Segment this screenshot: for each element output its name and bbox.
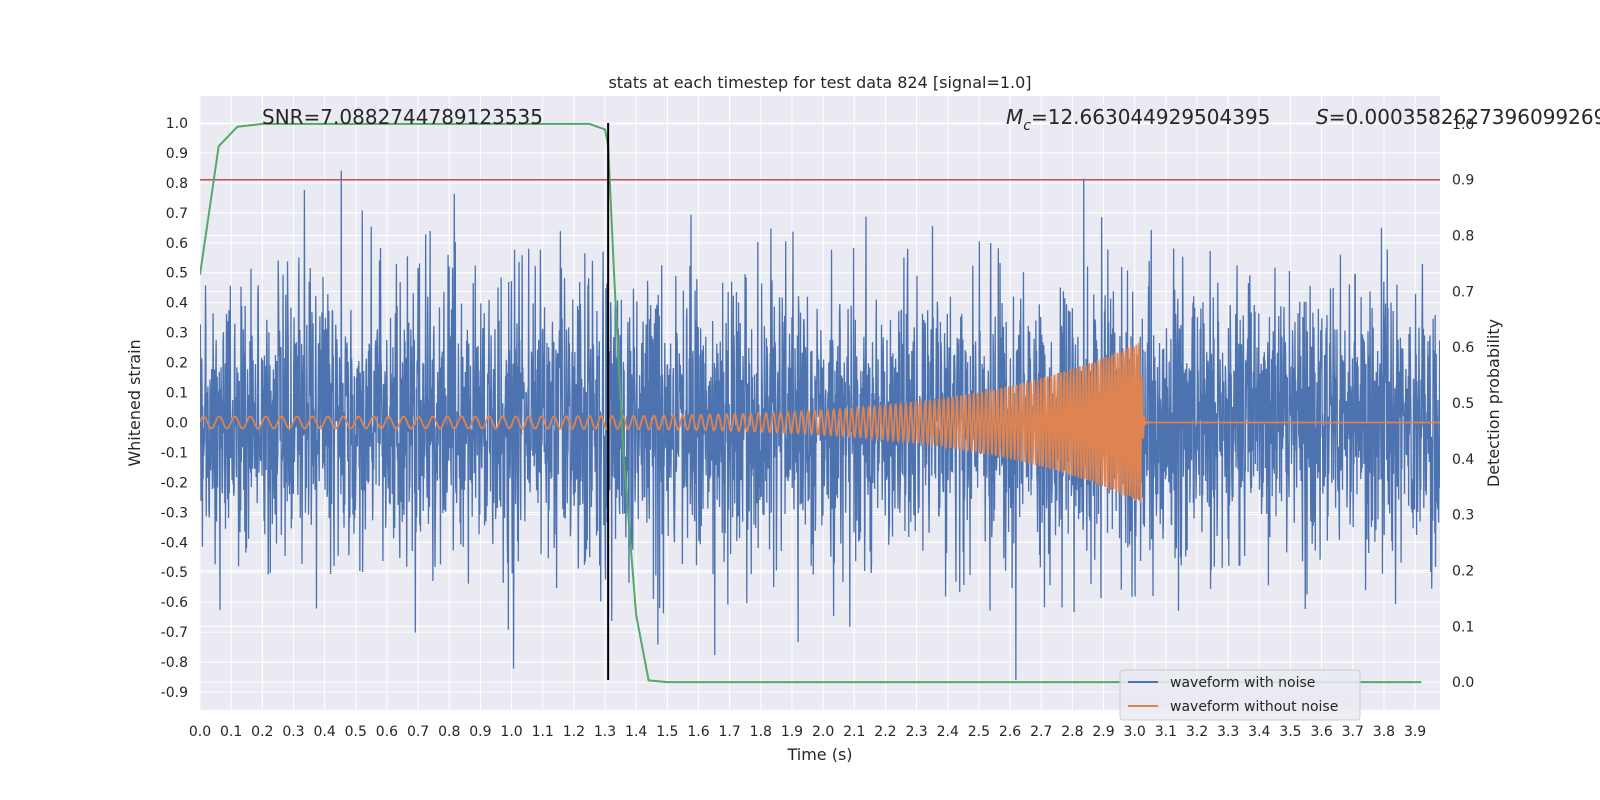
- x-tick-label: 0.3: [282, 724, 304, 740]
- y-tick-label-left: 0.9: [166, 146, 188, 162]
- y-tick-label-left: -0.2: [161, 475, 188, 491]
- x-tick-label: 2.9: [1092, 724, 1114, 740]
- x-tick-label: 3.9: [1404, 724, 1426, 740]
- x-tick-label: 2.5: [968, 724, 990, 740]
- y-tick-label-left: -0.3: [161, 505, 188, 521]
- s-annotation: S=0.00035826273960992694: [1316, 105, 1600, 129]
- x-tick-label: 2.4: [937, 724, 959, 740]
- x-tick-label: 2.8: [1061, 724, 1083, 740]
- y-tick-label-left: 0.5: [166, 266, 188, 282]
- x-tick-label: 0.9: [469, 724, 491, 740]
- x-tick-label: 3.0: [1124, 724, 1146, 740]
- x-tick-label: 1.4: [625, 724, 647, 740]
- y-tick-label-right: 0.6: [1452, 340, 1474, 356]
- x-tick-label: 1.0: [500, 724, 522, 740]
- y-tick-label-right: 0.3: [1452, 508, 1474, 524]
- x-tick-label: 1.2: [563, 724, 585, 740]
- y-tick-label-right: 1.0: [1452, 117, 1474, 133]
- snr-annotation: SNR=7.0882744789123535: [262, 105, 543, 129]
- y-tick-label-right: 0.0: [1452, 675, 1474, 691]
- y-tick-labels-right: 1.0 0.9 0.8 0.7 0.6 0.5 0.4 0.3 0.2 0.1 0.0: [1452, 117, 1474, 691]
- x-tick-label: 2.6: [999, 724, 1021, 740]
- y-tick-label-left: 0.8: [166, 176, 188, 192]
- x-tick-label: 3.6: [1310, 724, 1332, 740]
- y-tick-labels-left: 1.0 0.9 0.8 0.7 0.6 0.5 0.4 0.3 0.2 0.1 0.0 -0.1 -0.…: [161, 116, 188, 701]
- y-tick-label-left: 0.0: [166, 415, 188, 431]
- x-tick-label: 2.0: [812, 724, 834, 740]
- x-tick-label: 1.1: [532, 724, 554, 740]
- y-tick-label-right: 0.5: [1452, 396, 1474, 412]
- x-tick-label: 0.5: [345, 724, 367, 740]
- x-tick-labels: 0.0 0.1 0.2 0.3 0.4 0.5 0.6 0.7 0.8 0.9 1.0 1.1 1.2 1…: [189, 724, 1426, 740]
- y-tick-label-left: -0.7: [161, 625, 188, 641]
- x-tick-label: 1.3: [594, 724, 616, 740]
- legend-label-noise: waveform with noise: [1170, 675, 1315, 691]
- x-tick-label: 1.9: [781, 724, 803, 740]
- y-tick-label-left: -0.8: [161, 655, 188, 671]
- y-tick-label-right: 0.7: [1452, 284, 1474, 300]
- x-tick-label: 0.4: [313, 724, 335, 740]
- x-tick-label: 3.7: [1342, 724, 1364, 740]
- y-tick-label-left: 0.1: [166, 386, 188, 402]
- x-tick-label: 2.2: [874, 724, 896, 740]
- y-tick-label-left: 0.7: [166, 206, 188, 222]
- x-tick-label: 1.5: [656, 724, 678, 740]
- x-tick-label: 3.8: [1373, 724, 1395, 740]
- y-tick-label-left: -0.1: [161, 445, 188, 461]
- y-tick-label-right: 0.2: [1452, 563, 1474, 579]
- x-tick-label: 2.3: [905, 724, 927, 740]
- x-tick-label: 3.3: [1217, 724, 1239, 740]
- legend-box: [1119, 669, 1361, 721]
- y-tick-label-left: -0.5: [161, 565, 188, 581]
- y-tick-label-right: 0.8: [1452, 229, 1474, 245]
- x-tick-label: 3.5: [1279, 724, 1301, 740]
- x-tick-label: 3.1: [1155, 724, 1177, 740]
- chirp-mass-annotation: Mc=12.663044929504395: [1006, 105, 1270, 134]
- chart-title: stats at each timestep for test data 824…: [608, 73, 1031, 92]
- x-tick-label: 1.8: [750, 724, 772, 740]
- y-tick-label-left: 0.4: [166, 296, 188, 312]
- legend-label-clean: waveform without noise: [1170, 699, 1338, 715]
- x-tick-label: 0.0: [189, 724, 211, 740]
- legend: waveform with noise waveform without noi…: [1119, 669, 1361, 721]
- clean-line: [200, 342, 1440, 504]
- y-tick-label-left: 0.6: [166, 236, 188, 252]
- y-axis-label-left: Whitened strain: [125, 339, 144, 466]
- y-tick-label-right: 0.9: [1452, 173, 1474, 189]
- y-tick-label-left: 0.2: [166, 356, 188, 372]
- x-tick-label: 0.7: [407, 724, 429, 740]
- y-tick-label-right: 0.4: [1452, 452, 1474, 468]
- x-tick-label: 2.1: [843, 724, 865, 740]
- x-tick-label: 1.7: [719, 724, 741, 740]
- x-tick-label: 0.2: [251, 724, 273, 740]
- y-axis-label-right: Detection probability: [1484, 319, 1503, 487]
- x-axis-label: Time (s): [786, 745, 852, 764]
- x-tick-label: 3.4: [1248, 724, 1270, 740]
- x-tick-label: 0.8: [438, 724, 460, 740]
- y-tick-label-right: 0.1: [1452, 619, 1474, 635]
- x-tick-label: 0.6: [376, 724, 398, 740]
- x-tick-label: 1.6: [687, 724, 709, 740]
- y-tick-label-left: -0.6: [161, 595, 188, 611]
- y-tick-label-left: 1.0: [166, 116, 188, 132]
- y-tick-label-left: -0.4: [161, 535, 188, 551]
- y-tick-label-left: 0.3: [166, 326, 188, 342]
- x-tick-label: 0.1: [220, 724, 242, 740]
- series-waveform-without-noise: [200, 342, 1440, 504]
- x-tick-label: 2.7: [1030, 724, 1052, 740]
- y-tick-label-left: -0.9: [161, 685, 188, 701]
- x-tick-label: 3.2: [1186, 724, 1208, 740]
